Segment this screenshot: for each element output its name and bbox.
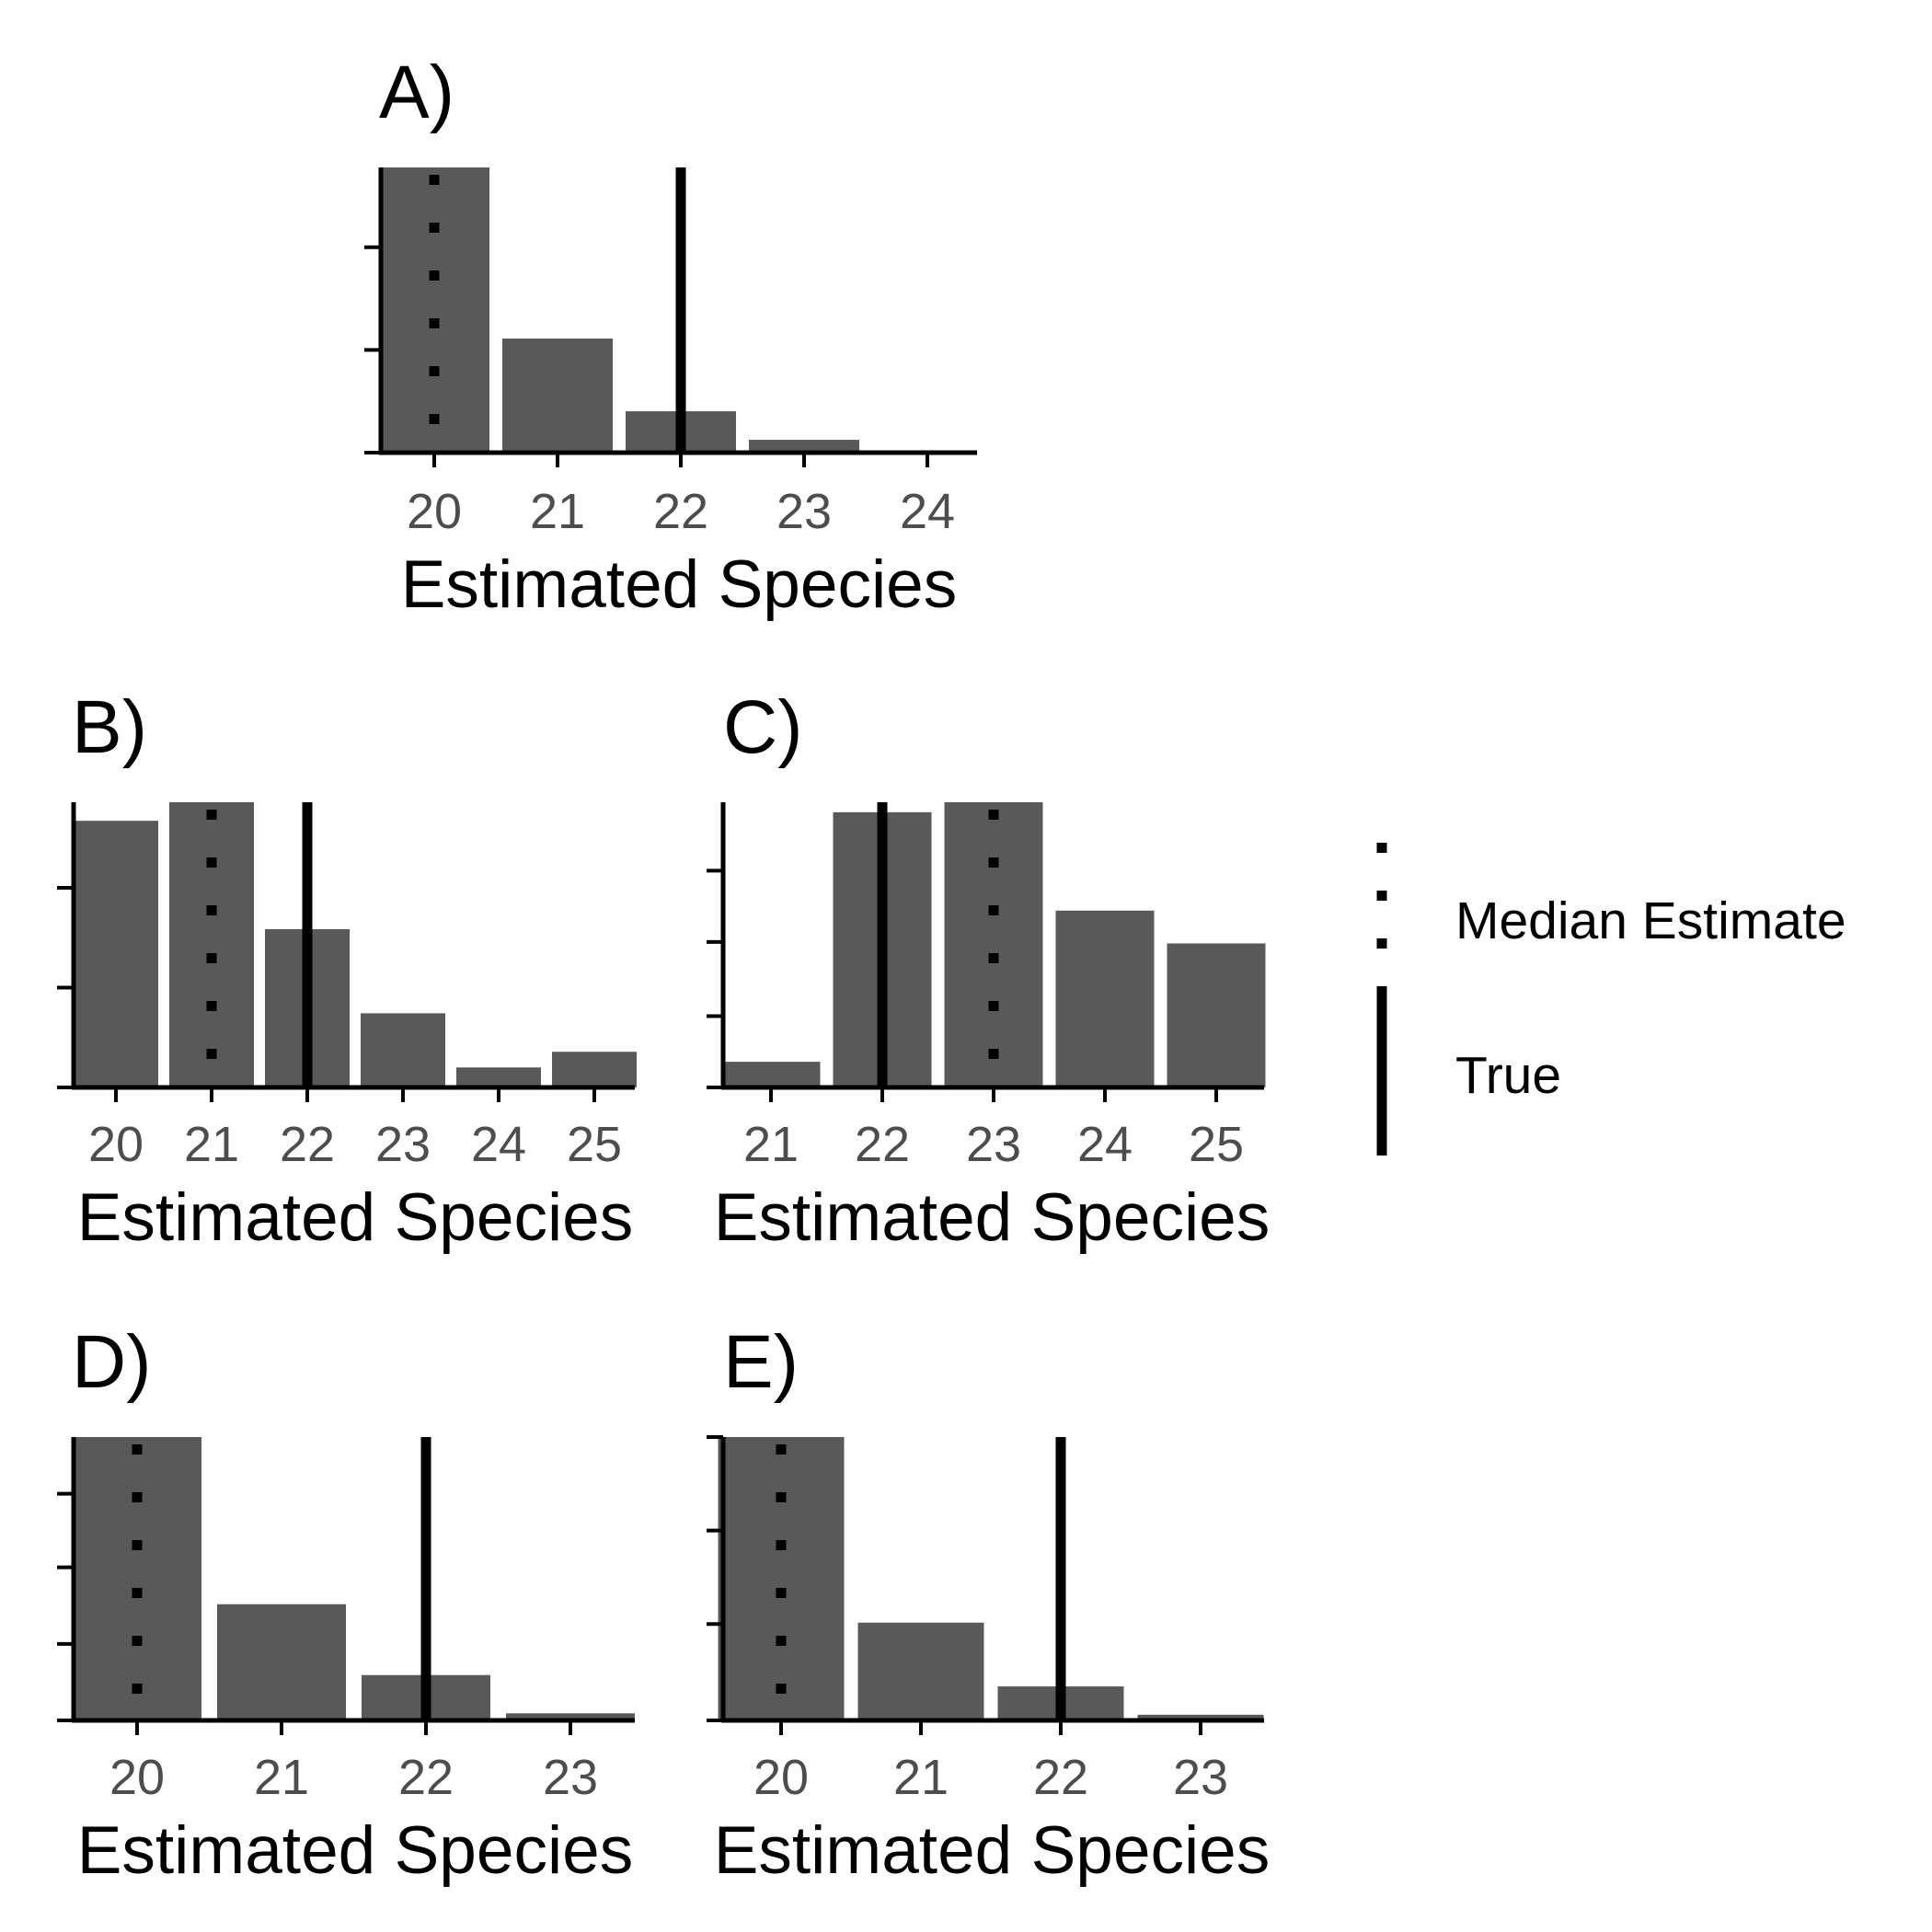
x-axis-title: Estimated Species — [77, 1813, 634, 1888]
panel-label: A) — [379, 51, 454, 134]
x-tick-label: 21 — [743, 1117, 799, 1172]
bar — [456, 1067, 541, 1087]
bar — [73, 1437, 201, 1720]
x-tick-label: 23 — [375, 1117, 431, 1172]
x-tick-label: 22 — [855, 1117, 910, 1172]
x-tick-label: 22 — [1033, 1750, 1088, 1805]
x-tick-label: 24 — [1077, 1117, 1133, 1172]
bar — [217, 1604, 346, 1720]
panel-label: E) — [723, 1320, 799, 1404]
bar — [1137, 1714, 1264, 1720]
x-tick-label: 21 — [893, 1750, 949, 1805]
bar — [1055, 910, 1155, 1087]
x-tick-label: 25 — [567, 1117, 622, 1172]
x-tick-label: 22 — [280, 1117, 335, 1172]
bar — [502, 339, 613, 453]
bar — [1167, 943, 1266, 1087]
bar — [749, 440, 859, 453]
x-tick-label: 23 — [1173, 1750, 1228, 1805]
x-axis-title: Estimated Species — [714, 1180, 1271, 1255]
bar — [74, 821, 158, 1087]
bar — [944, 802, 1043, 1087]
legend-label: Median Estimate — [1455, 891, 1846, 950]
x-tick-label: 21 — [184, 1117, 239, 1172]
bar — [379, 167, 489, 453]
panel-b: 20 21 22 23 24 25 B) Estimated Species — [57, 685, 637, 1255]
panel-c: 21 22 23 24 25 C) Estimated Species — [707, 685, 1270, 1255]
bar — [718, 1437, 845, 1720]
x-tick-label: 20 — [407, 484, 462, 539]
legend: Median Estimate True — [1376, 843, 1846, 1156]
legend-label: True — [1455, 1046, 1561, 1105]
panel-d: 20 21 22 23 D) Estimated Species — [57, 1320, 635, 1888]
x-axis-title: Estimated Species — [714, 1813, 1271, 1888]
x-tick-label: 22 — [653, 484, 708, 539]
panel-label: B) — [72, 685, 147, 769]
x-tick-label: 20 — [88, 1117, 144, 1172]
x-tick-label: 20 — [109, 1750, 165, 1805]
x-tick-label: 20 — [753, 1750, 809, 1805]
x-tick-label: 24 — [900, 484, 955, 539]
x-tick-label: 21 — [530, 484, 585, 539]
bar — [361, 1013, 445, 1087]
panel-e: 20 21 22 23 E) Estimated Species — [707, 1320, 1270, 1888]
bar — [506, 1713, 635, 1720]
bar — [169, 802, 254, 1087]
x-tick-label: 23 — [776, 484, 832, 539]
x-tick-label: 23 — [543, 1750, 598, 1805]
x-axis-title: Estimated Species — [401, 547, 958, 622]
x-tick-label: 25 — [1189, 1117, 1244, 1172]
x-tick-label: 21 — [254, 1750, 309, 1805]
panel-a: 20 21 22 23 24 A) Estimated Species — [364, 51, 977, 622]
x-tick-label: 23 — [966, 1117, 1021, 1172]
panel-label: C) — [723, 685, 803, 769]
x-axis-title: Estimated Species — [77, 1180, 634, 1255]
x-tick-label: 24 — [471, 1117, 526, 1172]
panel-label: D) — [72, 1320, 152, 1404]
x-tick-label: 22 — [398, 1750, 454, 1805]
bar — [857, 1622, 984, 1720]
bar — [721, 1062, 821, 1087]
bar — [552, 1052, 637, 1087]
